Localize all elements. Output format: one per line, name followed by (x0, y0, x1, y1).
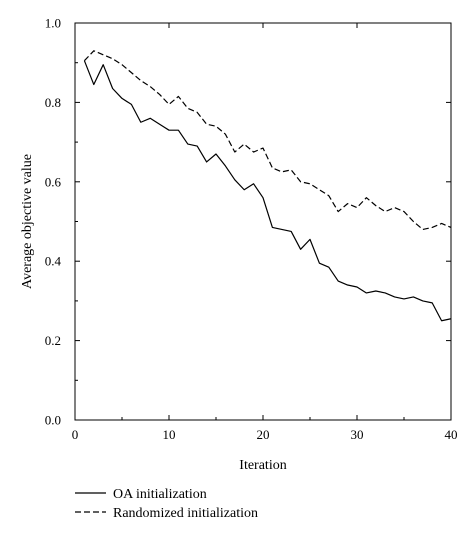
y-tick-label: 0.4 (45, 254, 62, 269)
plot-frame (74, 22, 452, 421)
y-tick-label: 0.6 (45, 174, 62, 189)
axes: 0 10 20 30 40 0.0 0.2 0.4 0.6 0.8 1.0 Iteration Aver… (20, 16, 458, 474)
series-line-0 (83, 60, 452, 322)
y-tick-label: 1.0 (45, 16, 61, 31)
y-tick-label: 0.0 (45, 413, 61, 428)
y-axis-label: Average objective value (20, 154, 35, 289)
x-tick-label: 30 (351, 427, 364, 442)
x-axis-label: Iteration (239, 458, 286, 473)
y-tick-label: 0.8 (45, 95, 61, 110)
legend-label-0: OA initialization (113, 487, 207, 502)
series-line-1 (83, 50, 452, 231)
series-lines (83, 50, 452, 322)
x-tick-label: 40 (445, 427, 458, 442)
x-tick-label: 20 (257, 427, 270, 442)
legend-label-1: Randomized initialization (113, 506, 258, 521)
y-tick-label: 0.2 (45, 333, 61, 348)
legend: OA initialization Randomized initializati… (75, 487, 258, 521)
x-tick-label: 0 (72, 427, 79, 442)
x-tick-label: 10 (163, 427, 176, 442)
